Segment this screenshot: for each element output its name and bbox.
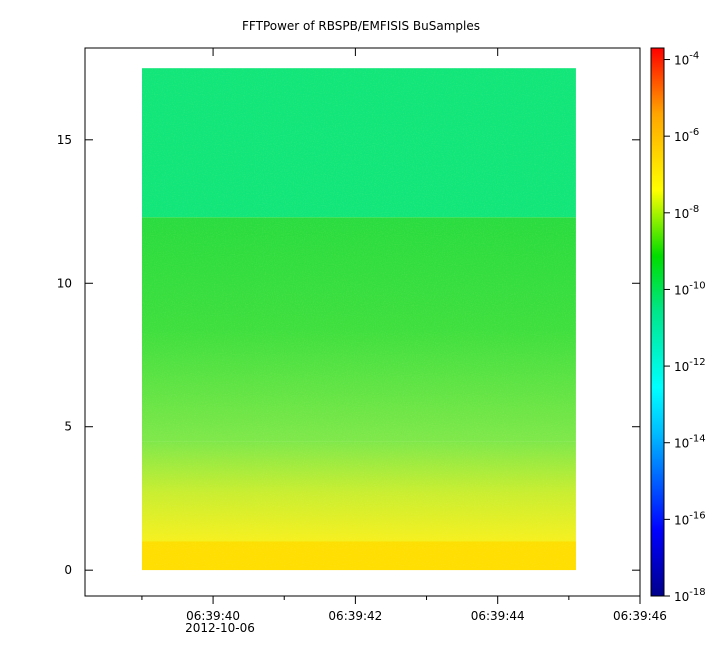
y-tick-label: 0 — [64, 563, 72, 577]
colorbar-tick-label: 10-10 — [674, 280, 706, 297]
colorbar-axis: 10-4 10-6 10-8 10-10 10-12 10-14 10-16 10-18 — [664, 51, 706, 604]
colorbar-tick-label: 10-18 — [674, 587, 706, 604]
colorbar-tick-label: 10-4 — [674, 51, 699, 68]
chart-title: FFTPower of RBSPB/EMFISIS BuSamples — [242, 19, 480, 33]
colorbar-tick-label: 10-8 — [674, 204, 699, 221]
x-tick-label: 06:39:46 — [613, 609, 667, 623]
x-tick-label: 06:39:42 — [328, 609, 382, 623]
x-tick-label: 06:39:44 — [471, 609, 525, 623]
colorbar-tick-label: 10-14 — [674, 434, 706, 451]
x-axis: 06:39:40 06:39:42 06:39:44 06:39:46 — [141, 48, 667, 623]
spectrogram-image — [141, 68, 576, 571]
colorbar-tick-label: 10-16 — [674, 510, 706, 527]
colorbar — [650, 47, 665, 597]
y-axis: 0 5 10 15 — [57, 133, 640, 577]
colorbar-tick-label: 10-6 — [674, 127, 699, 144]
noise-texture — [141, 68, 576, 571]
x-date-label: 2012-10-06 — [185, 621, 255, 635]
y-tick-label: 15 — [57, 133, 72, 147]
colorbar-tick-label: 10-12 — [674, 357, 706, 374]
y-tick-label: 5 — [64, 420, 72, 434]
x-tick-label: 06:39:40 — [186, 609, 240, 623]
y-tick-label: 10 — [57, 276, 72, 290]
